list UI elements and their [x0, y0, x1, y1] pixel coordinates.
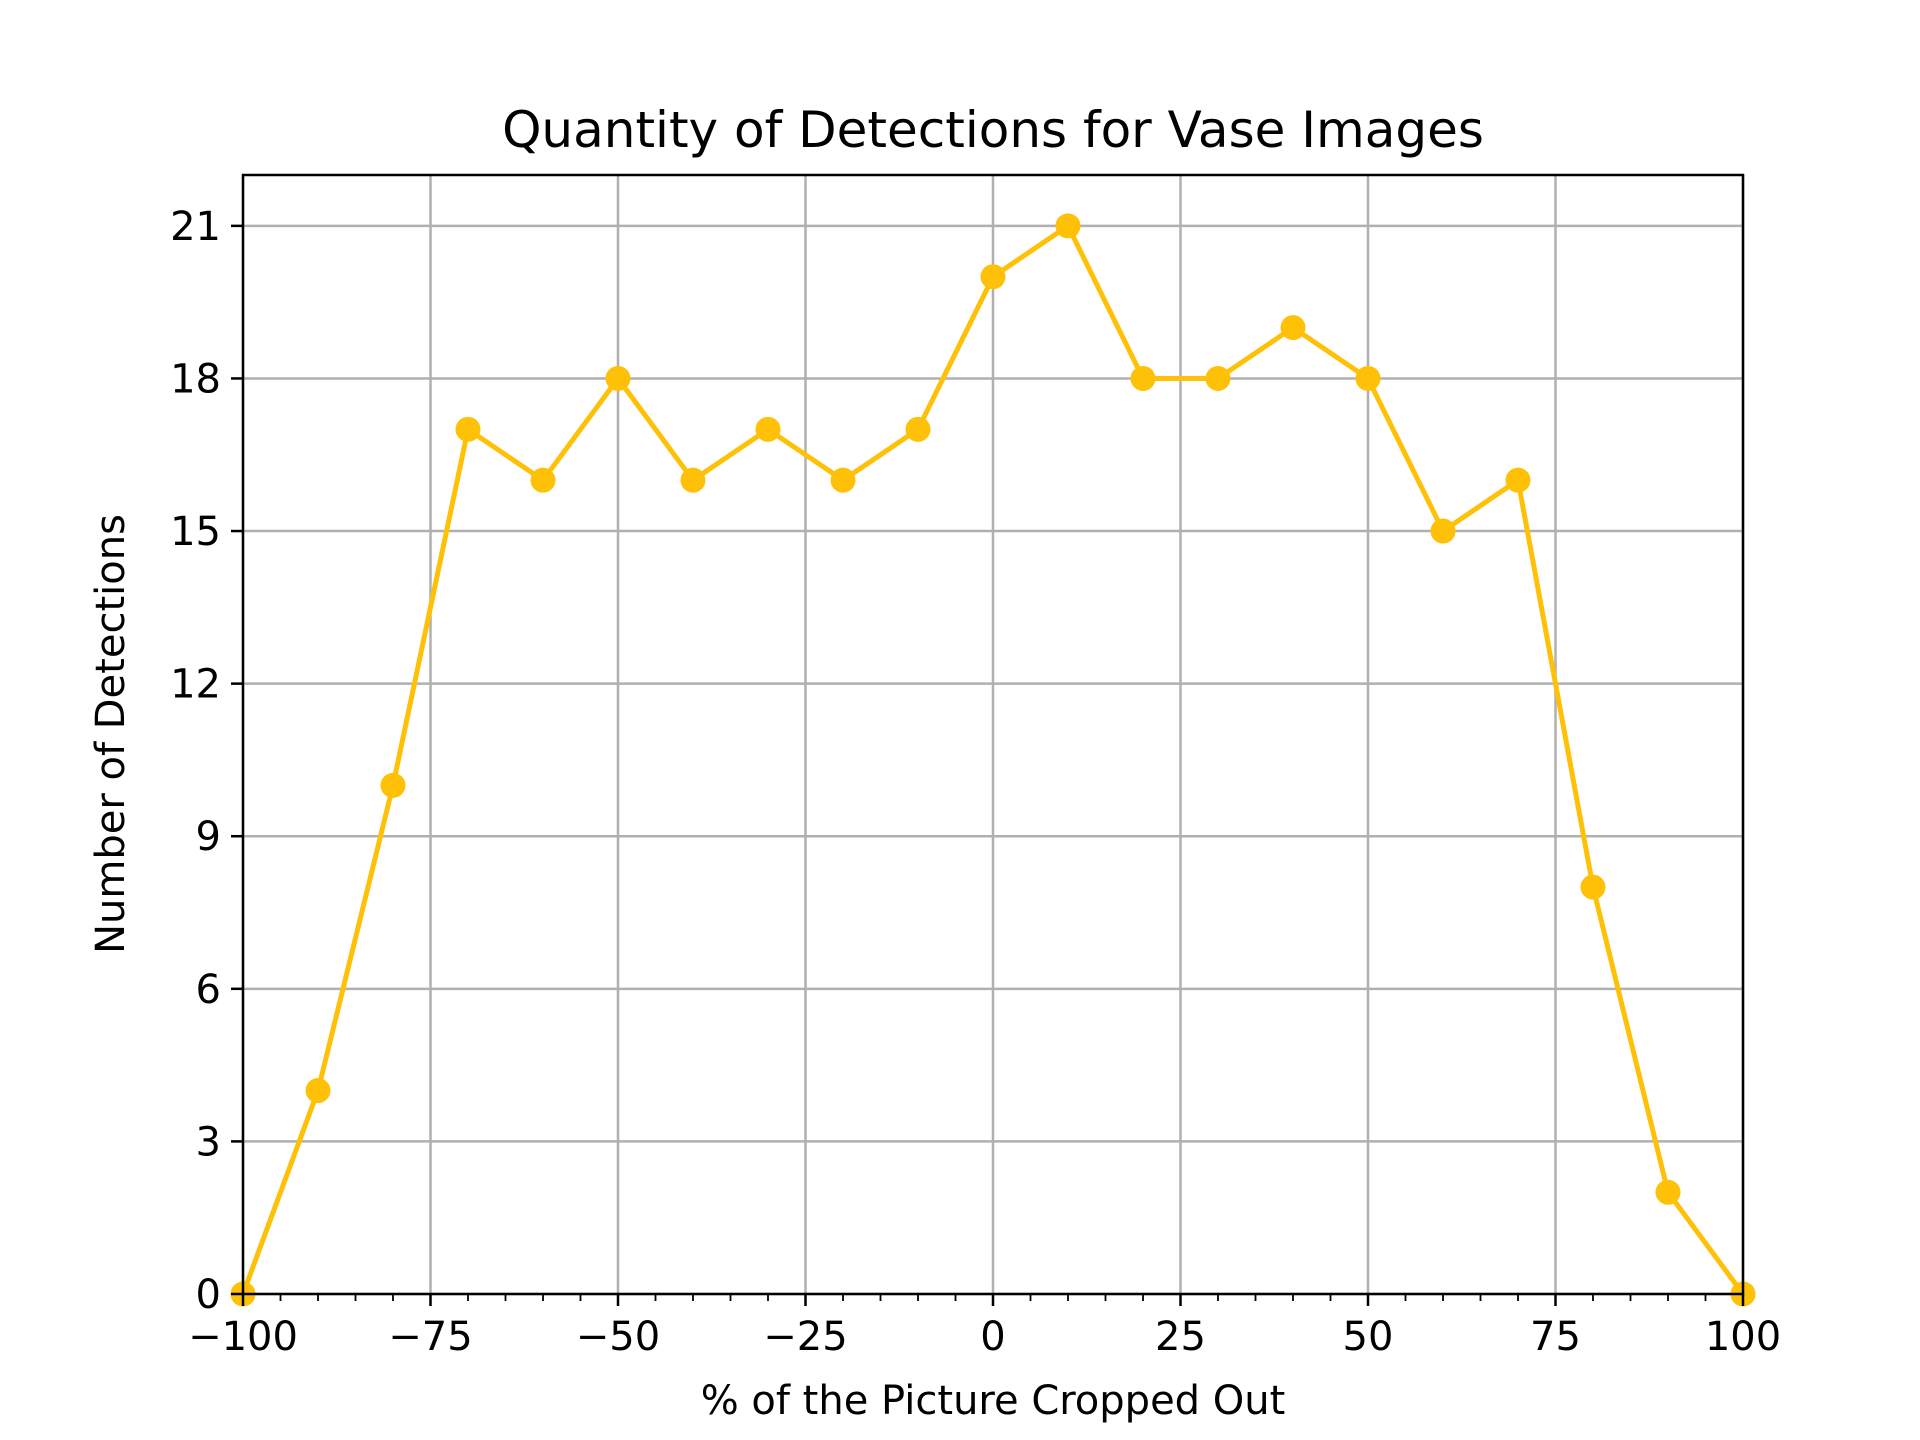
data-point [755, 416, 781, 442]
grid-layer [241, 175, 1745, 1296]
data-point [1430, 518, 1456, 544]
data-point [1655, 1179, 1681, 1205]
data-point [1280, 315, 1306, 341]
x-tick-label: −50 [576, 1314, 660, 1360]
y-tick-label: 0 [196, 1272, 221, 1318]
y-tick-label: 3 [196, 1119, 221, 1165]
x-tick-label: −75 [388, 1314, 472, 1360]
y-tick-label: 6 [196, 967, 221, 1013]
data-point [1055, 213, 1081, 239]
chart-title: Quantity of Detections for Vase Images [502, 101, 1484, 159]
data-point [605, 365, 631, 391]
data-point [305, 1078, 331, 1104]
data-point [830, 467, 856, 493]
x-tick-label: 50 [1343, 1314, 1394, 1360]
x-tick-label: −100 [188, 1314, 298, 1360]
y-tick-label: 21 [170, 204, 221, 250]
data-point [1355, 365, 1381, 391]
y-tick-label: 9 [196, 814, 221, 860]
x-axis-label: % of the Picture Cropped Out [701, 1378, 1286, 1424]
data-point [980, 264, 1006, 290]
data-point [1580, 874, 1606, 900]
tick-layer: −100 −75 −50 −25 0 25 50 75 100 0 3 6 9 12 15 18 21 [170, 204, 1781, 1360]
data-point [380, 772, 406, 798]
x-tick-label: −25 [763, 1314, 847, 1360]
y-tick-label: 15 [170, 509, 221, 555]
data-point [905, 416, 931, 442]
x-tick-label: 0 [980, 1314, 1005, 1360]
x-tick-label: 75 [1530, 1314, 1581, 1360]
y-tick-label: 18 [170, 356, 221, 402]
data-point [1505, 467, 1531, 493]
y-axis-label: Number of Detections [88, 514, 134, 954]
data-point [530, 467, 556, 493]
y-tick-label: 12 [170, 662, 221, 708]
x-tick-label: 25 [1155, 1314, 1206, 1360]
series-layer [230, 213, 1756, 1307]
data-point [1130, 365, 1156, 391]
data-point [680, 467, 706, 493]
data-point [455, 416, 481, 442]
data-point [1205, 365, 1231, 391]
x-tick-label: 100 [1705, 1314, 1781, 1360]
